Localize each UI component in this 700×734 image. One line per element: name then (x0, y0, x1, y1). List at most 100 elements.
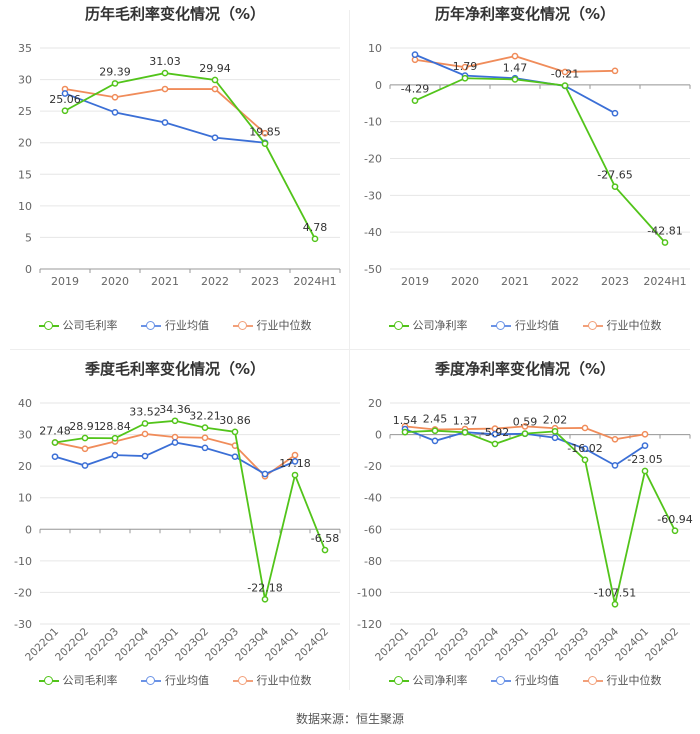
chart-legend: 公司净利率 行业均值 行业中位数 (350, 672, 700, 688)
data-point-company (171, 417, 179, 425)
legend-item-median[interactable]: 行业中位数 (232, 672, 312, 688)
y-tick-label: -100 (357, 586, 382, 599)
chart-legend: 公司毛利率 行业均值 行业中位数 (0, 317, 350, 333)
x-tick-label: 2019 (401, 275, 429, 288)
legend-item-avg[interactable]: 行业均值 (141, 317, 209, 333)
data-point-median (561, 68, 569, 76)
data-point-avg (611, 462, 619, 469)
legend-item-avg[interactable]: 行业均值 (141, 672, 209, 688)
legend-item-company[interactable]: 公司毛利率 (38, 317, 118, 333)
series-line-avg (64, 92, 266, 144)
data-label: 30.86 (219, 414, 251, 427)
data-point-avg (491, 430, 499, 438)
y-tick-label: -10 (364, 116, 382, 129)
data-point-median (261, 129, 269, 137)
series-line-company (414, 77, 666, 244)
x-tick-label: 2021 (151, 275, 179, 288)
data-point-avg (581, 445, 589, 453)
data-point-company (261, 140, 269, 148)
data-point-median (201, 434, 209, 442)
data-label: 34.36 (159, 403, 191, 416)
data-label: 28.84 (99, 420, 131, 433)
data-point-company (401, 428, 409, 436)
data-point-company (561, 82, 569, 89)
y-tick-label: 30 (18, 74, 32, 87)
legend-marker-icon (232, 676, 253, 686)
data-point-company (581, 456, 589, 464)
data-point-company (291, 471, 299, 479)
data-label: 31.03 (149, 55, 181, 68)
chart-title: 历年毛利率变化情况（%） (84, 5, 266, 23)
data-point-company (111, 80, 119, 87)
data-point-median (141, 430, 149, 438)
data-point-company (111, 434, 119, 442)
data-label: 2.45 (423, 413, 448, 426)
data-point-avg (261, 470, 269, 478)
legend-item-company[interactable]: 公司净利率 (388, 317, 468, 333)
data-point-avg (171, 439, 179, 446)
legend-item-median[interactable]: 行业中位数 (582, 672, 662, 688)
panel-divider-vertical (349, 10, 350, 690)
legend-marker-icon (38, 676, 59, 686)
data-point-company (81, 434, 89, 442)
y-tick-label: -30 (364, 189, 382, 202)
data-point-avg (81, 462, 89, 469)
legend-marker-icon (232, 321, 253, 331)
y-tick-label: 15 (18, 168, 32, 181)
x-tick-label: 2019 (51, 275, 79, 288)
legend-marker-icon (491, 321, 511, 331)
legend-item-median[interactable]: 行业中位数 (232, 317, 312, 333)
y-tick-label: 10 (18, 200, 32, 213)
data-point-avg (141, 452, 149, 460)
legend-item-avg[interactable]: 行业均值 (491, 672, 559, 688)
x-tick-label: 2024H1 (293, 275, 336, 288)
data-point-company (211, 76, 219, 84)
data-point-company (51, 439, 59, 446)
chart-canvas: -30-20-100102030402022Q12022Q22022Q32022… (14, 397, 341, 664)
chart-legend: 公司毛利率 行业均值 行业中位数 (0, 672, 350, 688)
data-point-median (461, 63, 469, 71)
data-point-median (511, 52, 519, 60)
quarterly-gross-margin-chart: 季度毛利率变化情况（%） -30 -20 -10 0 10 20 30 40 2022Q1 202… (0, 355, 350, 705)
data-point-company (461, 429, 469, 436)
data-label: 1.54 (393, 414, 418, 427)
data-label: 33.52 (129, 405, 161, 418)
data-label: 28.91 (69, 420, 101, 433)
data-point-median (581, 424, 589, 432)
legend-item-avg[interactable]: 行业均值 (491, 317, 559, 333)
legend-label: 公司净利率 (412, 674, 468, 687)
data-point-company (491, 440, 499, 448)
data-point-avg (641, 442, 649, 449)
legend-label: 行业中位数 (606, 674, 662, 687)
legend-item-company[interactable]: 公司毛利率 (38, 672, 118, 688)
data-label: -6.58 (311, 532, 339, 545)
data-point-company (461, 74, 469, 82)
legend-item-company[interactable]: 公司净利率 (388, 672, 468, 688)
data-label: 2.02 (543, 413, 568, 426)
legend-label: 行业均值 (165, 319, 209, 332)
y-tick-label: -40 (364, 492, 382, 505)
data-label: 27.48 (39, 425, 71, 438)
legend-marker-icon (141, 321, 161, 331)
legend-item-median[interactable]: 行业中位数 (582, 317, 662, 333)
legend-label: 行业中位数 (606, 319, 662, 332)
legend-label: 行业均值 (515, 319, 559, 332)
x-tick-label: 2022 (201, 275, 229, 288)
x-tick-label: 2024Q2 (293, 626, 331, 664)
y-tick-label: 5 (25, 231, 32, 244)
panel-divider-horizontal (10, 349, 690, 350)
data-point-company (311, 235, 319, 243)
legend-marker-icon (38, 321, 59, 331)
legend-marker-icon (491, 676, 511, 686)
legend-marker-icon (582, 321, 603, 331)
y-tick-label: -40 (364, 226, 382, 239)
legend-label: 公司毛利率 (62, 319, 118, 332)
data-label: -27.65 (597, 169, 632, 182)
y-tick-label: 20 (368, 397, 382, 410)
legend-label: 行业中位数 (256, 674, 312, 687)
data-point-company (411, 97, 419, 104)
data-label: 19.85 (249, 126, 281, 139)
data-label: -16.02 (567, 442, 602, 455)
data-point-avg (111, 451, 119, 459)
data-label: 29.94 (199, 62, 231, 75)
